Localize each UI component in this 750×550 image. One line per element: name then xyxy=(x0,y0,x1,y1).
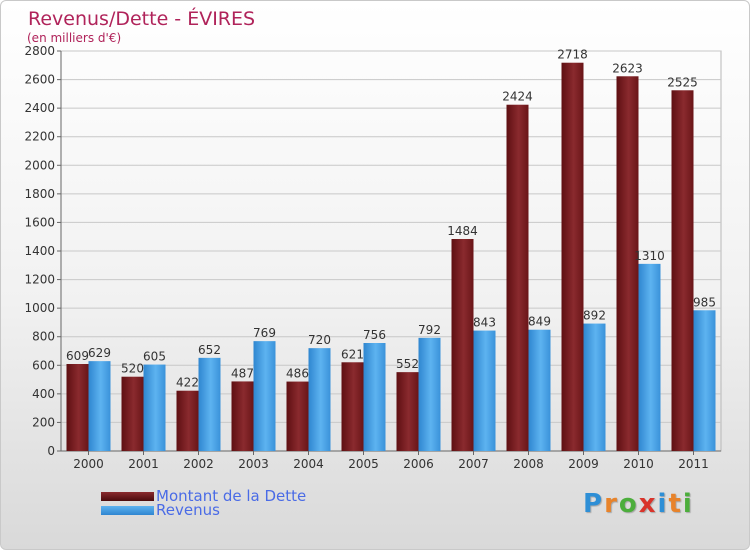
x-tick-label: 2002 xyxy=(183,457,214,471)
bar-revenus xyxy=(363,343,386,451)
bar-revenus xyxy=(638,263,661,451)
bar-debt xyxy=(231,381,254,451)
bar-debt xyxy=(561,62,584,451)
value-label-debt: 2718 xyxy=(557,48,588,62)
x-tick-label: 2011 xyxy=(678,457,709,471)
proxiti-logo: Proxiti xyxy=(583,489,694,519)
chart-title: Revenus/Dette - ÉVIRES xyxy=(28,8,256,30)
value-label-debt: 2424 xyxy=(502,90,533,104)
bar-revenus xyxy=(253,341,276,451)
value-label-revenus: 892 xyxy=(583,309,606,323)
value-label-debt: 2525 xyxy=(667,75,698,89)
bar-revenus xyxy=(198,357,221,451)
legend-label-debt: Montant de la Dette xyxy=(156,487,307,505)
bar-debt xyxy=(396,372,419,451)
y-tick-label: 2600 xyxy=(24,73,55,87)
bar-revenus xyxy=(143,364,166,451)
bars xyxy=(66,62,716,452)
value-label-debt: 422 xyxy=(176,376,199,390)
value-label-debt: 486 xyxy=(286,367,309,381)
value-label-debt: 621 xyxy=(341,347,364,361)
bar-revenus xyxy=(693,310,716,451)
y-tick-label: 1200 xyxy=(24,273,55,287)
y-tick-label: 600 xyxy=(32,358,55,372)
y-tick-label: 1400 xyxy=(24,244,55,258)
bar-debt xyxy=(341,362,364,451)
logo-letter: P xyxy=(583,489,605,519)
logo-letter: r xyxy=(604,489,619,519)
y-axis-ticks: 0 200 400 600 800 1000 1200 1400 1600 1800 2000 220… xyxy=(24,44,61,458)
y-tick-label: 400 xyxy=(32,387,55,401)
value-label-revenus: 605 xyxy=(143,350,166,364)
logo-letter: t xyxy=(668,489,683,519)
legend-swatch-debt xyxy=(101,491,154,501)
x-tick-label: 2008 xyxy=(513,457,544,471)
y-tick-label: 800 xyxy=(32,330,55,344)
y-tick-label: 0 xyxy=(47,444,55,458)
value-label-revenus: 843 xyxy=(473,316,496,330)
bar-revenus xyxy=(308,348,331,451)
value-label-revenus: 756 xyxy=(363,328,386,342)
value-label-revenus: 652 xyxy=(198,343,221,357)
value-label-revenus: 629 xyxy=(88,346,111,360)
y-tick-label: 1600 xyxy=(24,215,55,229)
x-tick-label: 2010 xyxy=(623,457,654,471)
value-label-debt: 609 xyxy=(66,349,89,363)
bar-debt xyxy=(451,239,474,451)
x-tick-label: 2006 xyxy=(403,457,434,471)
y-tick-label: 2800 xyxy=(24,44,55,58)
bar-revenus xyxy=(583,323,606,451)
bar-revenus xyxy=(528,329,551,451)
bar-debt xyxy=(176,390,199,451)
x-tick-label: 2003 xyxy=(238,457,269,471)
x-tick-label: 2009 xyxy=(568,457,599,471)
y-tick-label: 1000 xyxy=(24,301,55,315)
value-label-debt: 1484 xyxy=(447,224,478,238)
legend-item-debt: Montant de la Dette xyxy=(101,487,307,505)
logo-letter: x xyxy=(638,489,658,519)
y-tick-label: 2000 xyxy=(24,158,55,172)
grid-lines xyxy=(60,50,722,452)
legend-label-revenus: Revenus xyxy=(156,501,220,519)
value-label-revenus: 769 xyxy=(253,326,276,340)
x-tick-label: 2000 xyxy=(73,457,104,471)
value-label-revenus: 792 xyxy=(418,323,441,337)
value-label-revenus: 849 xyxy=(528,315,551,329)
value-label-revenus: 720 xyxy=(308,333,331,347)
value-label-revenus: 985 xyxy=(693,295,716,309)
legend-item-revenus: Revenus xyxy=(101,501,220,519)
legend-swatch-revenus xyxy=(101,505,154,515)
y-tick-label: 1800 xyxy=(24,187,55,201)
bar-debt xyxy=(121,376,144,451)
value-label-debt: 520 xyxy=(121,362,144,376)
chart-subtitle: (en milliers d'€) xyxy=(27,31,122,45)
value-label-debt: 552 xyxy=(396,357,419,371)
bar-debt xyxy=(286,381,309,451)
bar-debt xyxy=(66,364,89,451)
bar-debt xyxy=(506,104,529,451)
x-axis-ticks: 2000 2001 2002 2003 2004 2005 2006 2007 2008 2009… xyxy=(73,451,709,471)
y-tick-label: 2400 xyxy=(24,101,55,115)
logo-letter: i xyxy=(657,489,669,519)
value-label-debt: 2623 xyxy=(612,61,643,75)
y-tick-label: 2200 xyxy=(24,130,55,144)
y-tick-label: 200 xyxy=(32,415,55,429)
x-tick-label: 2007 xyxy=(458,457,489,471)
bar-revenus xyxy=(88,361,111,451)
logo-letter: o xyxy=(618,489,639,519)
bar-debt xyxy=(616,76,639,452)
bar-debt xyxy=(671,90,694,452)
value-label-debt: 487 xyxy=(231,366,254,380)
bar-revenus xyxy=(473,330,496,451)
logo-letter: i xyxy=(682,489,694,519)
x-tick-label: 2001 xyxy=(128,457,159,471)
x-tick-label: 2004 xyxy=(293,457,324,471)
bar-revenus xyxy=(418,337,441,451)
value-label-revenus: 1310 xyxy=(634,249,665,263)
x-tick-label: 2005 xyxy=(348,457,379,471)
